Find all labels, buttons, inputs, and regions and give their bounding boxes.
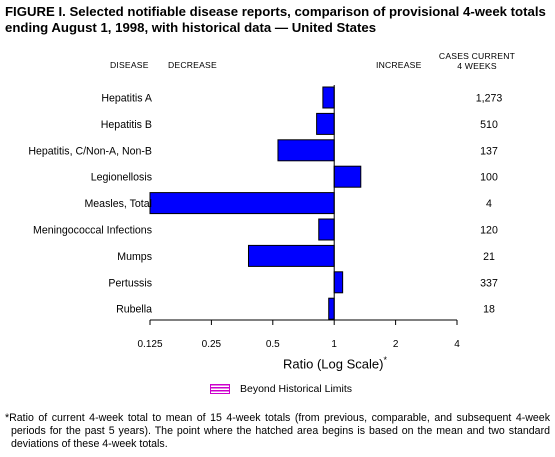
legend-label: Beyond Historical Limits xyxy=(240,383,353,395)
x-tick-label: 0.125 xyxy=(137,339,162,350)
x-tick-label: 2 xyxy=(393,339,399,350)
category-label: Hepatitis B xyxy=(101,119,152,131)
hatched-swatch-icon xyxy=(210,384,230,394)
cases-value: 337 xyxy=(480,277,498,289)
bar xyxy=(333,271,344,294)
bar xyxy=(316,112,335,135)
cases-value: 100 xyxy=(480,172,498,184)
cases-value: 137 xyxy=(480,145,498,157)
category-label: Rubella xyxy=(116,304,152,316)
x-axis-label: Ratio (Log Scale)* xyxy=(210,355,460,371)
disease-column-header: DISEASE xyxy=(110,60,149,70)
category-label: Measles, Total xyxy=(84,198,152,210)
x-tick-label: 0.25 xyxy=(202,339,222,350)
bar xyxy=(322,86,335,109)
category-label: Hepatitis A xyxy=(101,93,153,105)
cases-value: 21 xyxy=(483,251,495,263)
x-tick-label: 4 xyxy=(454,339,460,350)
legend: Beyond Historical Limits xyxy=(210,383,352,395)
cases-header-line2: 4 WEEKS xyxy=(457,61,497,71)
x-tick-label: 0.5 xyxy=(266,339,280,350)
bar xyxy=(247,244,335,267)
increase-header: INCREASE xyxy=(376,60,422,70)
bar-chart: Hepatitis A 1,273 Hepatitis B 510 Hepatitis,… xyxy=(28,85,503,350)
bar xyxy=(318,218,335,241)
cases-value: 120 xyxy=(480,225,498,237)
category-label: Pertussis xyxy=(108,277,152,289)
footnote: *Ratio of current 4-week total to mean o… xyxy=(5,412,550,450)
x-axis-label-text: Ratio (Log Scale) xyxy=(283,356,384,372)
category-label: Meningococcal Infections xyxy=(33,225,152,237)
bar xyxy=(149,192,335,215)
category-label: Mumps xyxy=(117,251,152,263)
x-axis-label-footnote-mark: * xyxy=(383,355,387,365)
category-label: Legionellosis xyxy=(91,172,152,184)
bar xyxy=(328,297,335,320)
cases-column-header: CASES CURRENT 4 WEEKS xyxy=(432,51,522,71)
bar xyxy=(277,139,335,162)
cases-header-line1: CASES CURRENT xyxy=(438,51,516,61)
decrease-header: DECREASE xyxy=(168,60,217,70)
bar xyxy=(333,165,362,188)
cases-value: 4 xyxy=(486,198,492,210)
cases-value: 510 xyxy=(480,119,498,131)
x-tick-label: 1 xyxy=(331,339,337,350)
cases-value: 1,273 xyxy=(476,93,503,105)
figure-title: FIGURE I. Selected notifiable disease re… xyxy=(5,4,546,35)
category-label: Hepatitis, C/Non-A, Non-B xyxy=(28,145,152,157)
cases-value: 18 xyxy=(483,304,495,316)
